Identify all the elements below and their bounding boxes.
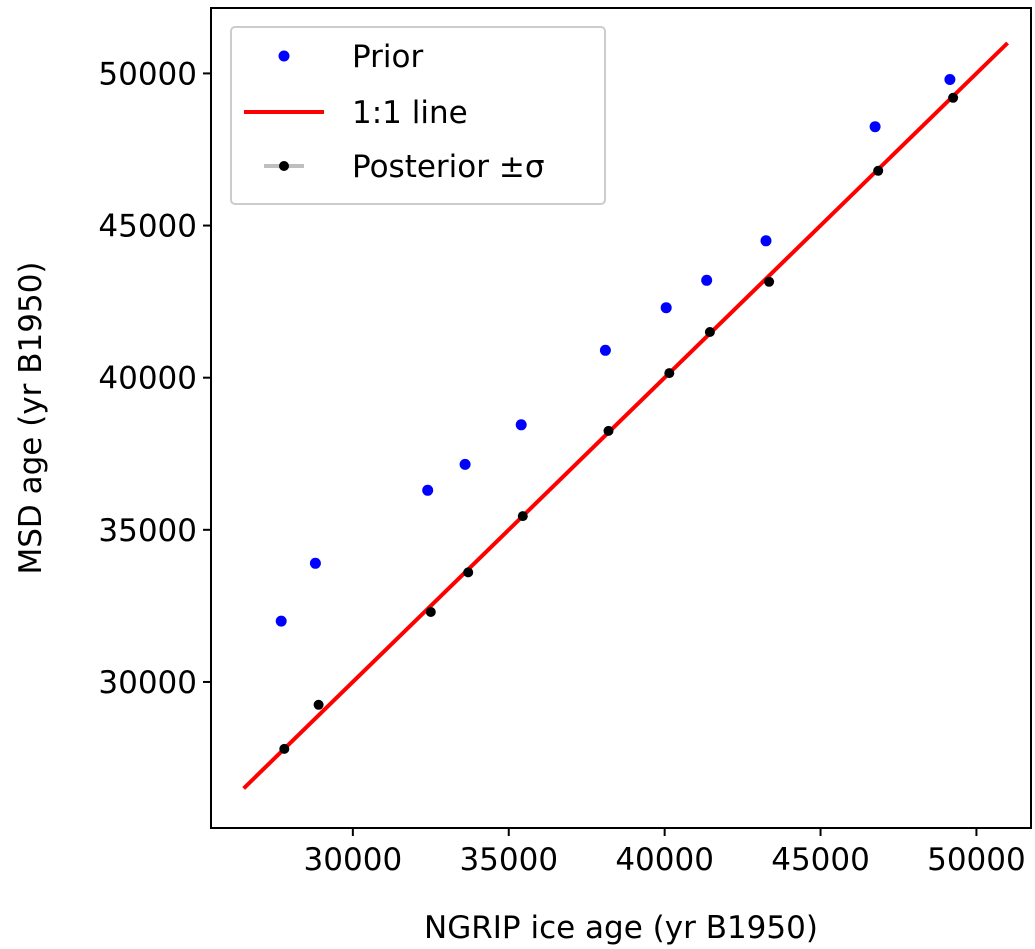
legend-posterior-marker bbox=[279, 161, 289, 171]
prior-point bbox=[459, 458, 471, 470]
prior-point bbox=[599, 344, 611, 356]
prior-point bbox=[309, 557, 321, 569]
legend: Prior 1:1 line Posterior ±σ bbox=[230, 26, 606, 205]
posterior-point bbox=[279, 743, 290, 754]
legend-box bbox=[230, 26, 606, 205]
prior-point bbox=[944, 74, 956, 85]
legend-label: Posterior ±σ bbox=[352, 149, 544, 185]
x-axis-label: NGRIP ice age (yr B1950) bbox=[424, 910, 818, 946]
x-tick-label: 40000 bbox=[615, 842, 714, 878]
prior-point bbox=[869, 121, 881, 133]
prior-point bbox=[515, 419, 527, 431]
x-tick-label: 50000 bbox=[927, 842, 1026, 878]
posterior-point bbox=[873, 165, 884, 176]
y-tick-label: 30000 bbox=[98, 665, 197, 701]
x-tick-label: 30000 bbox=[304, 842, 403, 878]
x-axis-ticks: 30000 35000 40000 45000 50000 bbox=[304, 828, 1026, 878]
legend-label: Prior bbox=[352, 39, 423, 75]
posterior-point bbox=[603, 425, 614, 436]
x-tick-label: 35000 bbox=[459, 842, 558, 878]
y-tick-label: 35000 bbox=[98, 513, 197, 549]
posterior-point bbox=[313, 699, 324, 710]
posterior-point bbox=[948, 92, 959, 103]
legend-prior-marker bbox=[278, 50, 290, 62]
y-axis-ticks: 30000 35000 40000 45000 50000 bbox=[98, 56, 211, 701]
posterior-point bbox=[463, 567, 474, 578]
prior-point bbox=[760, 235, 772, 247]
y-tick-label: 40000 bbox=[98, 361, 197, 397]
prior-point bbox=[701, 274, 713, 286]
posterior-point bbox=[704, 327, 715, 337]
y-axis-label: MSD age (yr B1950) bbox=[13, 261, 49, 574]
plot-area bbox=[210, 7, 1032, 829]
x-tick-label: 45000 bbox=[771, 842, 870, 878]
prior-point bbox=[660, 302, 672, 314]
posterior-point bbox=[664, 368, 675, 379]
y-tick-label: 50000 bbox=[98, 56, 197, 92]
prior-point bbox=[422, 484, 434, 496]
posterior-point bbox=[764, 276, 775, 287]
posterior-point bbox=[425, 607, 436, 617]
posterior-point bbox=[517, 511, 528, 522]
y-tick-label: 45000 bbox=[98, 209, 197, 245]
plot-frame bbox=[210, 7, 1032, 829]
legend-label: 1:1 line bbox=[352, 95, 468, 131]
prior-point bbox=[275, 615, 287, 627]
